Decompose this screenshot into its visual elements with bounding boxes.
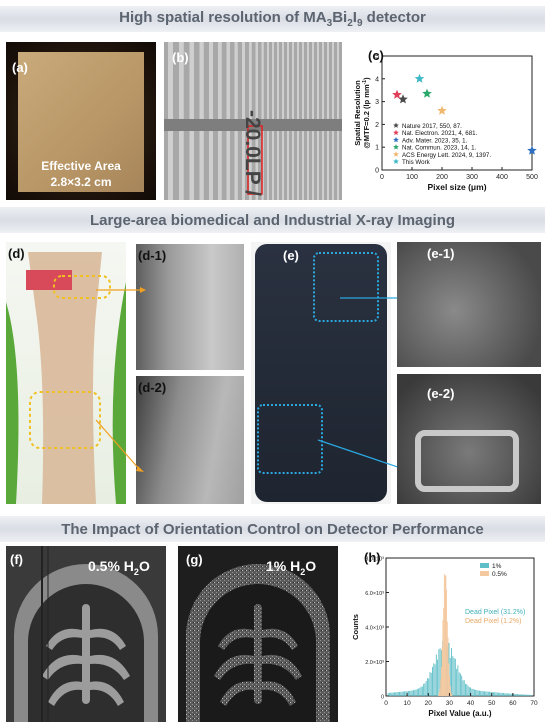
panel-d-photo: (d) — [6, 242, 126, 504]
panel-e1-xray: (e-1) — [397, 242, 541, 367]
panel-h-label: (h) — [364, 550, 381, 565]
legend-swatch — [480, 571, 489, 576]
y-tick-label: 4.0×10³ — [365, 626, 384, 632]
legend-entry: Nat. Electron. 2021, 4, 681. — [402, 130, 478, 137]
legend-marker — [393, 158, 399, 164]
y-axis-label: Spatial Resolution@MTF=0.2 (lp mm-1) — [353, 77, 371, 149]
ruler-text: -20.0LP / mm — [241, 110, 264, 200]
banner-bottom: The Impact of Orientation Control on Det… — [0, 516, 545, 542]
annotation-dead-pixel-1pct: Dead Pixel (31.2%) — [465, 609, 525, 616]
panel-g-label: (g) — [186, 552, 203, 567]
x-tick-label: 50 — [488, 700, 496, 707]
x-tick-label: 0 — [384, 700, 388, 707]
y-axis-label: Counts — [351, 614, 360, 640]
y-tick-label: 3 — [375, 99, 379, 106]
panel-b-label: (b) — [172, 50, 189, 65]
panel-c-label: (c) — [368, 48, 384, 63]
banner-middle: Large-area biomedical and Industrial X-r… — [0, 207, 545, 233]
banner-top: High spatial resolution of MA3Bi2I9 dete… — [0, 6, 545, 32]
emblem-image-g — [186, 564, 330, 722]
x-tick-label: 0 — [380, 174, 384, 181]
x-tick-label: 300 — [466, 174, 478, 181]
legend-entry: Nature 2017, 550, 87. — [402, 123, 462, 130]
pixel-histogram-chart: 0 10 20 30 40 50 60 70 0 2.0×10³ 4.0×10³ 6.0×10³ 8.0… — [351, 557, 538, 719]
panel-b-resolution-target: (b) -20.0LP / mm — [164, 42, 342, 200]
y-tick-label: 4 — [375, 76, 379, 83]
scatter-point — [527, 145, 537, 155]
panel-c-chart: 0 100 200 300 400 500 0 1 2 3 4 5 Pixel size (μm) Spa… — [350, 42, 542, 202]
panel-d1-label: (d-1) — [138, 248, 167, 263]
panel-d1-xray: (d-1) — [136, 244, 244, 370]
x-tick-label: 10 — [404, 700, 412, 707]
legend-marker — [393, 122, 399, 128]
panel-d2-label: (d-2) — [138, 380, 167, 395]
scatter-plot-area — [381, 55, 533, 171]
panel-d-label: (d) — [8, 246, 25, 261]
detector-film — [18, 52, 144, 192]
panel-f-image: (f) 0.5% H2O — [6, 546, 166, 722]
scatter-point — [422, 88, 432, 98]
y-tick-label: 2.0×10³ — [365, 660, 384, 666]
legend-entry: This Work — [402, 159, 431, 166]
y-tick-label: 6.0×10³ — [365, 591, 384, 597]
annotation-dead-pixel-0-5pct: Dead Pixel (1.2%) — [465, 618, 521, 625]
legend-entry: ACS Energy Lett. 2024, 9, 1397. — [402, 152, 491, 159]
x-tick-label: 500 — [526, 174, 538, 181]
x-axis-label: Pixel Value (a.u.) — [428, 709, 491, 718]
x-tick-label: 70 — [530, 700, 538, 707]
bone-sample — [6, 252, 126, 504]
panel-a-label: (a) — [12, 60, 28, 75]
legend-entry: 1% — [492, 563, 502, 570]
x-tick-label: 60 — [509, 700, 517, 707]
y-tick-label: 5 — [375, 54, 379, 61]
emblem-image-f — [14, 546, 158, 722]
x-tick-label: 400 — [496, 174, 508, 181]
x-tick-label: 200 — [436, 174, 448, 181]
legend-marker — [393, 144, 399, 150]
dotted-box-bottom — [257, 404, 323, 474]
y-tick-label: 0 — [381, 695, 384, 701]
panel-f-label: (f) — [10, 552, 23, 567]
banner-top-title: High spatial resolution of MA3Bi2I9 dete… — [119, 9, 426, 29]
legend-marker — [393, 151, 399, 157]
legend-entry: Nat. Commun. 2023, 14, 1. — [402, 145, 477, 152]
resolution-scatter-chart: 0 100 200 300 400 500 0 1 2 3 4 5 Pixel size (μm) Spa… — [353, 54, 538, 193]
x-tick-label: 20 — [425, 700, 433, 707]
y-tick-label: 0 — [375, 168, 379, 175]
panel-f-note: 0.5% H2O — [88, 558, 150, 577]
scatter-point — [398, 94, 408, 104]
legend-entry: Adv. Mater. 2023, 35, 1. — [402, 137, 468, 144]
scatter-point — [392, 89, 402, 99]
scatter-point — [414, 73, 425, 83]
legend-entry: 0.5% — [492, 571, 507, 578]
panel-e2-xray: (e-2) — [397, 374, 541, 504]
panel-e-phone: (e) — [251, 242, 391, 504]
y-tick-label: 8.0×10³ — [365, 557, 384, 563]
x-tick-label: 30 — [446, 700, 454, 707]
dotted-box-top — [313, 252, 379, 322]
scatter-point — [437, 105, 447, 115]
legend-swatch — [480, 563, 489, 568]
panel-e2-label: (e-2) — [427, 386, 455, 401]
panel-e1-label: (e-1) — [427, 246, 455, 261]
legend-marker — [393, 136, 399, 143]
panel-d2-xray: (d-2) — [136, 376, 244, 504]
panel-e-label: (e) — [283, 248, 299, 263]
x-axis-label: Pixel size (μm) — [427, 182, 486, 192]
x-tick-label: 100 — [406, 174, 418, 181]
legend-marker — [393, 129, 399, 136]
panel-g-note: 1% H2O — [266, 558, 317, 577]
panel-h-chart: 0 10 20 30 40 50 60 70 0 2.0×10³ 4.0×10³ 6.0×10³ 8.0… — [350, 546, 542, 724]
panel-a-caption: Effective Area 2.8×3.2 cm — [41, 159, 121, 189]
component-outline — [415, 430, 519, 492]
x-tick-label: 40 — [467, 700, 475, 707]
y-tick-label: 2 — [375, 122, 379, 129]
y-tick-label: 1 — [375, 145, 379, 152]
line-pair-pattern — [164, 42, 342, 200]
panel-g-image: (g) 1% H2O — [178, 546, 338, 722]
panel-a-photo: (a) Effective Area 2.8×3.2 cm — [6, 42, 156, 200]
